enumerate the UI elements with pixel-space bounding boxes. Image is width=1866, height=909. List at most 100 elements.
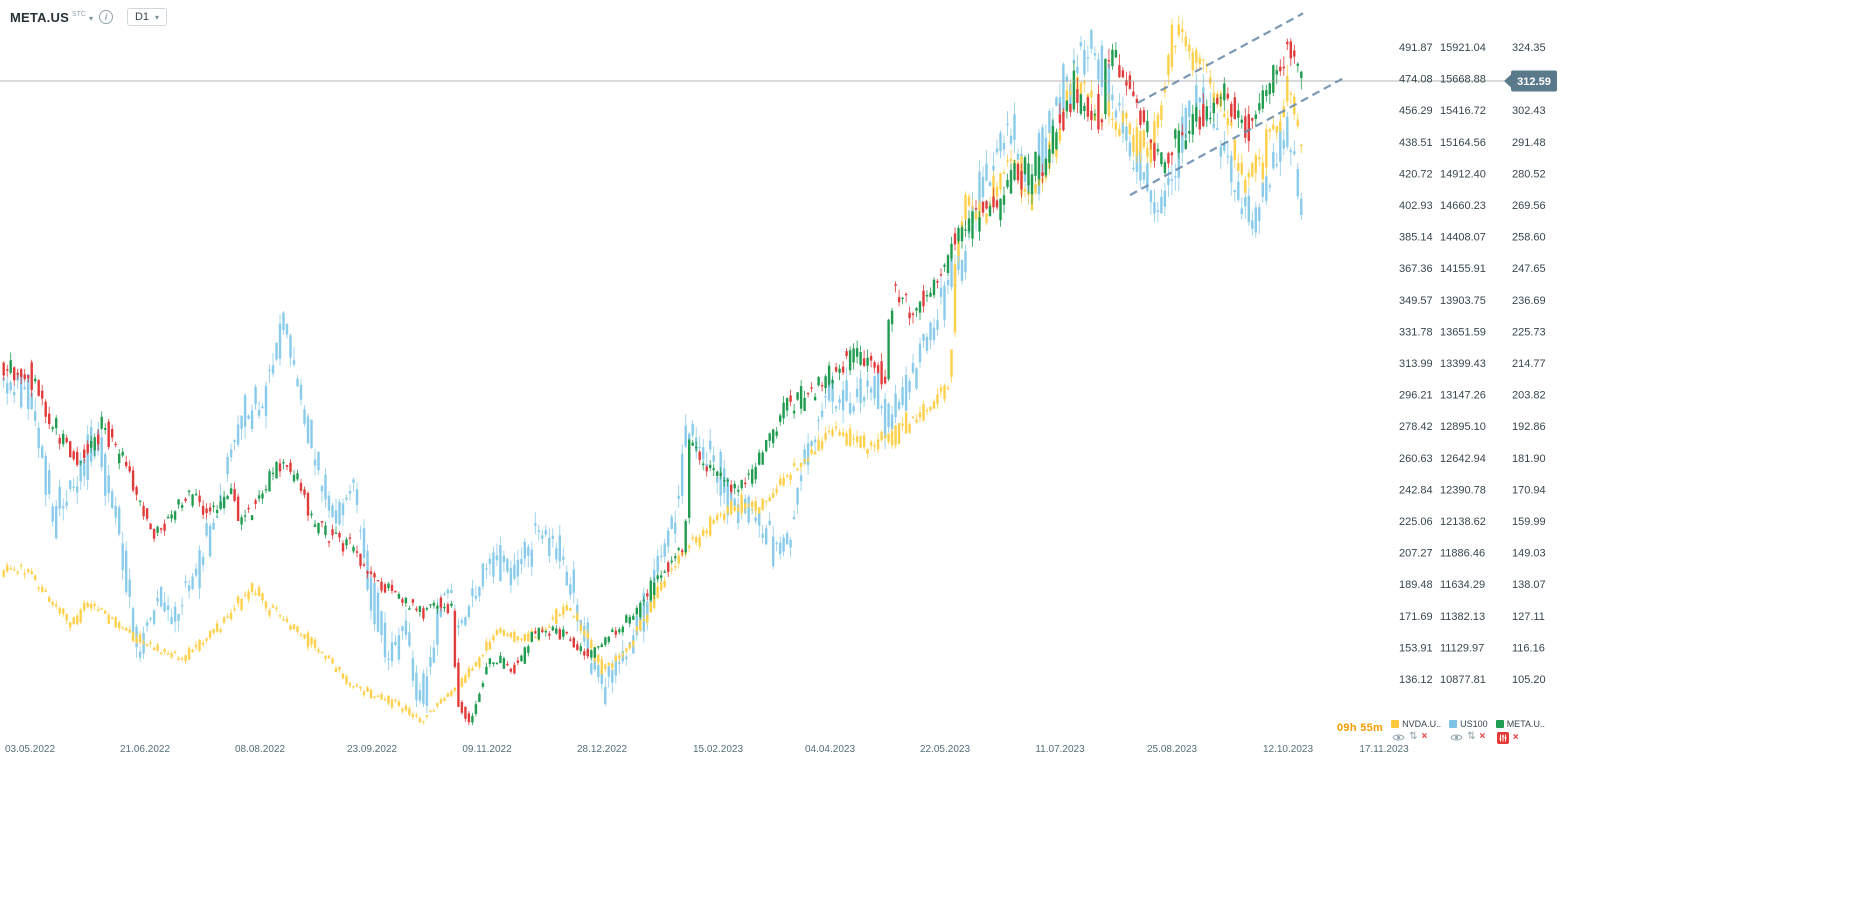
price-label-US100: 15921.04 bbox=[1440, 42, 1486, 54]
price-label-NVDA.US: 367.36 bbox=[1399, 263, 1433, 275]
price-label-US100: 13651.59 bbox=[1440, 326, 1486, 338]
price-label-NVDA.US: 420.72 bbox=[1399, 168, 1433, 180]
candles-META.US bbox=[2, 38, 1303, 726]
timeframe-select[interactable]: D1 ▾ bbox=[126, 8, 168, 26]
price-label-META.US: 291.48 bbox=[1512, 137, 1546, 149]
chevron-down-icon: ▾ bbox=[155, 13, 160, 22]
price-label-US100: 11634.29 bbox=[1440, 579, 1485, 591]
price-label-US100: 12895.10 bbox=[1440, 421, 1486, 433]
ascending-channel-upper-line[interactable] bbox=[1137, 12, 1304, 104]
market-countdown-timer: 09h 55m bbox=[1337, 722, 1384, 734]
price-label-NVDA.US: 349.57 bbox=[1399, 295, 1433, 307]
price-label-NVDA.US: 207.27 bbox=[1399, 548, 1433, 560]
date-label: 08.08.2022 bbox=[235, 744, 285, 755]
price-label-META.US: 105.20 bbox=[1512, 674, 1546, 686]
price-label-US100: 11382.13 bbox=[1440, 611, 1485, 623]
price-label-NVDA.US: 189.48 bbox=[1399, 579, 1433, 591]
price-label-NVDA.US: 402.93 bbox=[1399, 200, 1433, 212]
price-label-NVDA.US: 242.84 bbox=[1399, 484, 1433, 496]
date-label: 04.04.2023 bbox=[805, 744, 855, 755]
price-label-US100: 12390.78 bbox=[1440, 484, 1486, 496]
price-label-META.US: 258.60 bbox=[1512, 232, 1546, 244]
price-label-META.US: 247.65 bbox=[1512, 263, 1546, 275]
axes-layer: 491.87 474.08 456.29 438.51 420.72 402.93 385.… bbox=[5, 42, 1546, 755]
price-label-META.US: 225.73 bbox=[1512, 326, 1546, 338]
price-label-NVDA.US: 136.12 bbox=[1399, 674, 1433, 686]
price-label-META.US: 138.07 bbox=[1512, 579, 1546, 591]
chart-header: META.US STC ▾ i D1 ▾ bbox=[10, 8, 168, 26]
price-label-US100: 11129.97 bbox=[1440, 642, 1484, 654]
current-price-value: 312.59 bbox=[1517, 76, 1551, 88]
legend-chip-us100: US100 ⇅ × bbox=[1449, 719, 1488, 742]
date-label: 17.11.2023 bbox=[1359, 744, 1409, 755]
date-label: 09.11.2022 bbox=[462, 744, 512, 755]
price-label-NVDA.US: 296.21 bbox=[1399, 390, 1433, 402]
price-label-META.US: 324.35 bbox=[1512, 42, 1546, 54]
price-label-NVDA.US: 474.08 bbox=[1399, 74, 1433, 86]
remove-overlay-icon[interactable]: × bbox=[1512, 732, 1519, 743]
price-label-NVDA.US: 225.06 bbox=[1399, 516, 1433, 528]
price-chart-canvas[interactable]: 491.87 474.08 456.29 438.51 420.72 402.93 385.… bbox=[0, 0, 1580, 760]
series-color-swatch bbox=[1449, 720, 1458, 728]
ascending-channel-lower-line[interactable] bbox=[1129, 75, 1347, 197]
date-label: 21.06.2022 bbox=[120, 744, 170, 755]
scale-arrows-icon[interactable]: ⇅ bbox=[1409, 731, 1418, 742]
date-label: 12.10.2023 bbox=[1263, 744, 1313, 755]
price-label-META.US: 149.03 bbox=[1512, 548, 1546, 560]
current-price-badge: 312.59 bbox=[1504, 70, 1557, 92]
price-label-META.US: 192.86 bbox=[1512, 421, 1546, 433]
series-color-swatch bbox=[1391, 720, 1400, 728]
price-label-US100: 14155.91 bbox=[1440, 263, 1486, 275]
price-label-US100: 14408.07 bbox=[1440, 232, 1486, 244]
price-label-META.US: 203.82 bbox=[1512, 390, 1546, 402]
remove-overlay-icon[interactable]: × bbox=[1421, 731, 1428, 742]
price-label-META.US: 214.77 bbox=[1512, 358, 1546, 370]
scale-arrows-icon[interactable]: ⇅ bbox=[1467, 731, 1476, 742]
legend-chip-nvda: NVDA.U.. ⇅ × bbox=[1391, 719, 1441, 742]
price-label-NVDA.US: 456.29 bbox=[1399, 105, 1433, 117]
price-label-META.US: 116.16 bbox=[1512, 642, 1545, 654]
price-label-NVDA.US: 491.87 bbox=[1399, 42, 1433, 54]
price-label-NVDA.US: 153.91 bbox=[1399, 642, 1433, 654]
price-label-US100: 13399.43 bbox=[1440, 358, 1486, 370]
price-label-NVDA.US: 260.63 bbox=[1399, 453, 1433, 465]
price-label-US100: 15164.56 bbox=[1440, 137, 1486, 149]
series-label: META.U.. bbox=[1506, 719, 1546, 729]
settings-sliders-icon[interactable] bbox=[1496, 732, 1509, 744]
overlay-legend: 09h 55m NVDA.U.. ⇅ × US100 bbox=[1337, 719, 1545, 744]
price-label-US100: 14660.23 bbox=[1440, 200, 1486, 212]
candles-NVDA.US bbox=[2, 15, 1303, 725]
series-label: NVDA.U.. bbox=[1402, 719, 1442, 729]
price-label-META.US: 170.94 bbox=[1512, 484, 1546, 496]
price-label-US100: 10877.81 bbox=[1440, 674, 1486, 686]
price-label-META.US: 302.43 bbox=[1512, 105, 1546, 117]
date-label: 23.09.2022 bbox=[347, 744, 397, 755]
price-label-NVDA.US: 438.51 bbox=[1399, 137, 1433, 149]
price-label-NVDA.US: 331.78 bbox=[1399, 326, 1433, 338]
price-label-US100: 15416.72 bbox=[1440, 105, 1486, 117]
date-label: 22.05.2023 bbox=[920, 744, 970, 755]
price-label-META.US: 181.90 bbox=[1512, 453, 1546, 465]
price-label-US100: 12138.62 bbox=[1440, 516, 1486, 528]
price-label-META.US: 236.69 bbox=[1512, 295, 1546, 307]
info-icon[interactable]: i bbox=[98, 10, 113, 24]
eye-icon[interactable] bbox=[1392, 733, 1405, 742]
candles-US100 bbox=[2, 28, 1303, 713]
price-label-META.US: 127.11 bbox=[1512, 611, 1545, 623]
price-label-META.US: 159.99 bbox=[1512, 516, 1546, 528]
chevron-down-icon: ▾ bbox=[88, 13, 93, 23]
price-label-NVDA.US: 313.99 bbox=[1399, 358, 1433, 370]
price-label-NVDA.US: 278.42 bbox=[1399, 421, 1433, 433]
symbol-name: META.US bbox=[10, 9, 69, 25]
remove-overlay-icon[interactable]: × bbox=[1479, 731, 1486, 742]
price-label-NVDA.US: 385.14 bbox=[1399, 232, 1433, 244]
symbol-selector[interactable]: META.US STC ▾ bbox=[10, 10, 93, 25]
eye-icon[interactable] bbox=[1450, 733, 1463, 742]
timeframe-value: D1 bbox=[134, 11, 150, 23]
price-label-NVDA.US: 171.69 bbox=[1399, 611, 1433, 623]
series-label: US100 bbox=[1460, 719, 1488, 729]
price-label-US100: 13903.75 bbox=[1440, 295, 1486, 307]
legend-chip-meta: META.U.. × bbox=[1495, 719, 1546, 744]
price-label-US100: 14912.40 bbox=[1440, 168, 1486, 180]
